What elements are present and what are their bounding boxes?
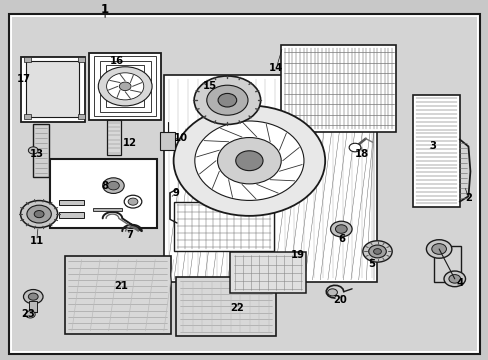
Bar xyxy=(176,277,276,336)
Circle shape xyxy=(373,249,381,254)
Bar xyxy=(229,252,305,293)
Bar xyxy=(173,202,273,251)
Text: 15: 15 xyxy=(203,81,217,91)
Text: 2: 2 xyxy=(464,193,471,203)
Circle shape xyxy=(348,143,360,152)
Bar xyxy=(20,57,85,122)
Bar xyxy=(100,61,150,112)
Bar xyxy=(433,246,460,282)
Circle shape xyxy=(194,76,260,125)
Circle shape xyxy=(106,73,143,100)
Bar xyxy=(59,212,84,218)
Text: 20: 20 xyxy=(332,295,346,305)
Circle shape xyxy=(102,178,124,193)
Circle shape xyxy=(362,241,391,262)
Bar xyxy=(33,124,49,177)
Circle shape xyxy=(20,201,58,228)
Text: 4: 4 xyxy=(455,279,462,288)
Circle shape xyxy=(98,67,152,106)
Text: 23: 23 xyxy=(21,309,35,319)
Bar xyxy=(24,114,31,119)
Circle shape xyxy=(23,289,43,304)
Circle shape xyxy=(431,244,446,254)
Bar xyxy=(94,57,156,116)
Circle shape xyxy=(128,198,138,205)
Text: 12: 12 xyxy=(122,138,136,148)
Text: 17: 17 xyxy=(17,74,30,84)
Circle shape xyxy=(443,271,465,287)
Circle shape xyxy=(119,82,131,91)
Bar xyxy=(89,53,161,120)
Bar xyxy=(78,57,85,62)
Text: 9: 9 xyxy=(172,188,179,198)
Circle shape xyxy=(426,240,451,258)
Circle shape xyxy=(173,105,325,216)
Text: 3: 3 xyxy=(428,141,435,152)
Text: 18: 18 xyxy=(354,149,368,159)
Circle shape xyxy=(217,138,281,184)
Text: 5: 5 xyxy=(367,259,374,269)
Bar xyxy=(29,301,37,312)
Bar xyxy=(59,199,84,205)
Bar xyxy=(281,45,395,132)
Bar xyxy=(64,256,171,334)
Circle shape xyxy=(28,147,38,154)
Text: 8: 8 xyxy=(102,181,108,191)
Circle shape xyxy=(34,211,44,218)
Circle shape xyxy=(368,245,386,258)
Text: 14: 14 xyxy=(268,63,283,73)
Bar xyxy=(26,61,79,117)
Text: 16: 16 xyxy=(110,56,124,66)
Text: 10: 10 xyxy=(174,132,187,143)
Text: 19: 19 xyxy=(291,250,305,260)
Circle shape xyxy=(330,221,351,237)
Bar xyxy=(93,208,122,211)
Text: 7: 7 xyxy=(126,230,133,240)
Circle shape xyxy=(194,121,304,201)
Bar xyxy=(106,120,121,156)
Circle shape xyxy=(27,205,51,223)
Bar xyxy=(24,57,31,62)
Bar xyxy=(163,75,376,282)
Circle shape xyxy=(335,225,346,233)
Text: 11: 11 xyxy=(29,236,44,246)
Circle shape xyxy=(235,151,263,171)
Bar xyxy=(50,159,157,228)
Circle shape xyxy=(327,289,337,296)
Text: 1: 1 xyxy=(101,3,109,15)
Text: 22: 22 xyxy=(230,303,244,314)
Text: 13: 13 xyxy=(30,149,43,159)
Bar xyxy=(78,114,85,119)
Circle shape xyxy=(206,85,247,115)
Circle shape xyxy=(28,293,38,300)
Bar xyxy=(106,65,144,107)
Text: 6: 6 xyxy=(338,234,345,244)
Text: 21: 21 xyxy=(114,281,128,291)
Circle shape xyxy=(25,311,35,318)
Circle shape xyxy=(107,181,119,190)
Circle shape xyxy=(218,94,236,107)
Bar xyxy=(160,131,175,150)
Circle shape xyxy=(448,275,460,283)
Bar xyxy=(412,95,459,207)
